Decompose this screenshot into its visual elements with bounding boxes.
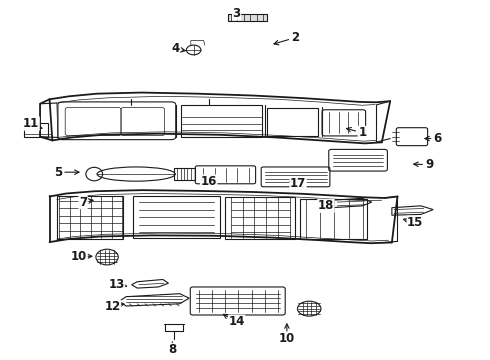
Bar — [228, 14, 268, 21]
Text: 13: 13 — [108, 278, 124, 291]
Text: 15: 15 — [407, 216, 423, 229]
Text: 10: 10 — [71, 250, 87, 263]
Text: 8: 8 — [168, 343, 176, 356]
Bar — [133, 197, 220, 238]
Text: 16: 16 — [200, 175, 217, 188]
Text: 3: 3 — [233, 7, 241, 20]
Text: 7: 7 — [79, 195, 87, 208]
Text: 5: 5 — [54, 166, 62, 179]
Text: 2: 2 — [291, 31, 299, 44]
Text: 10: 10 — [279, 332, 295, 345]
Text: 17: 17 — [290, 177, 306, 190]
Bar — [300, 199, 368, 239]
Text: 18: 18 — [318, 199, 334, 212]
Bar — [268, 108, 318, 136]
Text: 9: 9 — [425, 158, 434, 171]
Text: 1: 1 — [358, 126, 367, 139]
Text: 12: 12 — [104, 300, 121, 313]
Text: 11: 11 — [23, 117, 39, 130]
Text: 6: 6 — [434, 132, 442, 145]
Text: 4: 4 — [171, 42, 179, 55]
Bar — [174, 168, 196, 180]
Text: 14: 14 — [228, 315, 245, 328]
Bar — [181, 105, 262, 137]
Bar — [225, 197, 295, 239]
Bar — [57, 196, 123, 239]
